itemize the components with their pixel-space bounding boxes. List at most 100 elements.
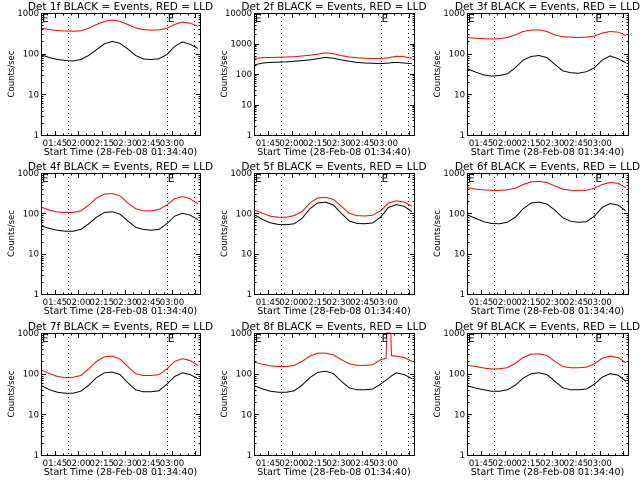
plot-title: Det 9f BLACK = Events, RED = LLD (455, 321, 640, 333)
series-line-lld (467, 29, 627, 40)
y-tick-label: 100 (449, 209, 465, 219)
y-tick-label: 1000 (230, 40, 252, 50)
x-tick-label: 02:15 (89, 298, 114, 308)
x-tick-label: 02:30 (326, 459, 351, 469)
x-tick-label: 03:00 (587, 298, 612, 308)
y-tick-label: 100 (236, 209, 252, 219)
y-tick-label: 1000 (230, 169, 252, 179)
x-tick-label: 01:45 (43, 459, 68, 469)
y-tick-label: 1 (460, 131, 465, 141)
y-axis-label: Counts/sec (7, 50, 17, 97)
x-axis-label: Start Time (28-Feb-08 01:34:40) (257, 147, 410, 158)
x-tick-label: 03:00 (160, 298, 185, 308)
x-tick-label: 02:15 (516, 139, 541, 149)
y-axis-ticks (467, 333, 629, 456)
x-axis-label: Start Time (28-Feb-08 01:34:40) (471, 147, 624, 158)
x-tick-label: 03:00 (587, 139, 612, 149)
annotation-label: E (168, 332, 175, 345)
y-tick-label: 1 (460, 290, 465, 300)
series-line-lld (467, 353, 627, 370)
x-tick-label: 02:15 (303, 139, 328, 149)
y-tick-label: 1 (460, 451, 465, 461)
y-tick-label: 10000 (225, 9, 252, 19)
y-tick-label: 1 (34, 131, 39, 141)
x-tick-label: 02:45 (564, 298, 589, 308)
x-tick-label: 02:15 (303, 459, 328, 469)
y-tick-label: 1000 (17, 169, 39, 179)
x-tick-label: 02:30 (113, 298, 138, 308)
plot-frame (467, 333, 629, 456)
x-tick-label: 02:45 (136, 298, 161, 308)
x-axis-ticks (47, 13, 196, 136)
x-tick-label: 02:15 (89, 139, 114, 149)
plot-frame (254, 333, 415, 456)
annotation-label: E (382, 332, 389, 345)
x-tick-label: 02:00 (279, 139, 304, 149)
series-group (41, 355, 199, 394)
y-tick-label: 1000 (443, 169, 465, 179)
x-tick-label: 02:30 (113, 459, 138, 469)
series-line-lld (41, 192, 199, 213)
annotation-label: E (255, 12, 262, 25)
y-tick-label: 1000 (17, 329, 39, 339)
x-tick-label: 01:45 (43, 139, 68, 149)
y-axis-ticks (467, 173, 629, 295)
y-axis-ticks (41, 173, 201, 295)
x-axis-ticks (473, 13, 624, 136)
x-axis-label: Start Time (28-Feb-08 01:34:40) (471, 467, 624, 478)
y-axis-ticks (254, 173, 415, 295)
y-axis-label: Counts/sec (433, 370, 443, 417)
annotation-label: E (468, 12, 475, 25)
annotation-label: E (168, 172, 175, 185)
y-tick-label: 10 (28, 410, 39, 420)
x-tick-label: 01:45 (256, 139, 281, 149)
plot-frame (41, 13, 201, 136)
plot-frame (254, 13, 415, 136)
annotation-label: E (42, 172, 49, 185)
annotation-label: E (595, 12, 602, 25)
x-tick-label: 03:00 (374, 298, 399, 308)
series-line-events (254, 370, 413, 393)
series-group (254, 196, 413, 226)
x-tick-label: 01:45 (469, 139, 494, 149)
y-tick-label: 10 (454, 250, 465, 260)
plot-title: Det 5f BLACK = Events, RED = LLD (241, 161, 426, 173)
plot-frame (467, 173, 629, 295)
series-group (254, 332, 413, 393)
x-tick-label: 02:00 (493, 298, 518, 308)
x-tick-label: 02:45 (564, 459, 589, 469)
y-tick-label: 10 (241, 250, 252, 260)
series-line-lld (41, 355, 199, 379)
y-tick-label: 1 (247, 131, 252, 141)
x-tick-label: 02:45 (136, 459, 161, 469)
x-tick-label: 02:45 (350, 459, 375, 469)
annotation-label: E (595, 172, 602, 185)
annotation-label: E (42, 332, 49, 345)
y-axis-label: Counts/sec (7, 210, 17, 257)
series-group (467, 353, 627, 392)
x-tick-label: 02:30 (540, 139, 565, 149)
x-axis-ticks (473, 333, 624, 456)
x-axis-label: Start Time (28-Feb-08 01:34:40) (257, 306, 410, 317)
x-tick-label: 02:45 (350, 139, 375, 149)
y-tick-label: 1 (34, 451, 39, 461)
y-tick-label: 100 (23, 50, 39, 60)
y-tick-label: 100 (236, 70, 252, 80)
y-tick-label: 1000 (230, 329, 252, 339)
x-tick-label: 02:30 (540, 459, 565, 469)
plot-frame (254, 173, 415, 295)
plot-title: Det 8f BLACK = Events, RED = LLD (241, 321, 426, 333)
x-tick-label: 02:00 (493, 139, 518, 149)
annotation-label: E (255, 172, 262, 185)
y-axis-ticks (41, 13, 201, 136)
x-tick-label: 02:30 (326, 298, 351, 308)
x-axis-ticks (47, 333, 196, 456)
x-tick-label: 02:15 (303, 298, 328, 308)
x-axis-label: Start Time (28-Feb-08 01:34:40) (471, 306, 624, 317)
